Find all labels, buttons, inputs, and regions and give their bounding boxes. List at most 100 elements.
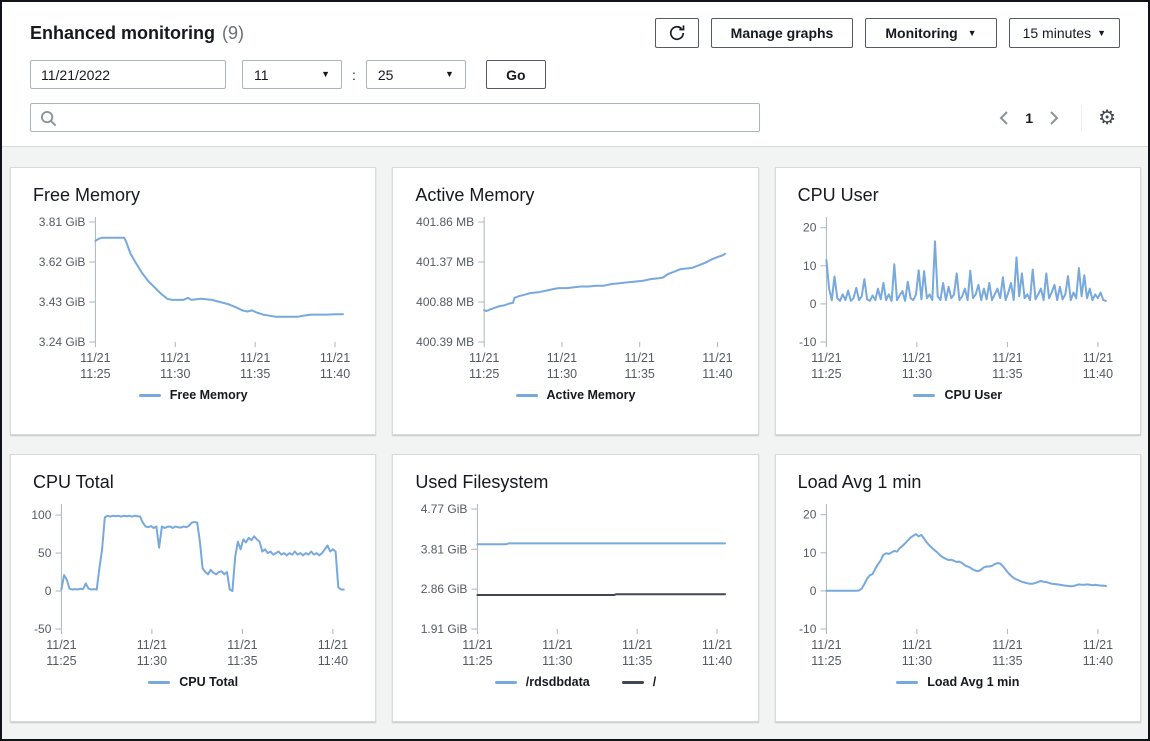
search-icon xyxy=(40,110,57,127)
svg-text:11:40: 11:40 xyxy=(320,367,350,381)
next-page-button[interactable] xyxy=(1041,106,1067,130)
legend-label: /rdsdbdata xyxy=(526,675,590,689)
svg-text:-10: -10 xyxy=(799,335,817,349)
legend-item: / xyxy=(622,675,656,689)
legend-label: Free Memory xyxy=(170,388,248,402)
svg-text:11/21: 11/21 xyxy=(901,638,931,652)
chart-title: Used Filesystem xyxy=(415,472,745,493)
monitoring-dropdown-button[interactable]: Monitoring ▼ xyxy=(865,18,996,48)
svg-text:3.81 GiB: 3.81 GiB xyxy=(39,215,86,229)
svg-text:11/21: 11/21 xyxy=(992,351,1022,365)
svg-text:11/21: 11/21 xyxy=(80,351,110,365)
svg-text:11:30: 11:30 xyxy=(547,367,577,381)
chart-canvas[interactable]: 3.81 GiB3.62 GiB3.43 GiB3.24 GiB11/2111:… xyxy=(23,214,363,384)
chart-card[interactable]: Used Filesystem 4.77 GiB 3.81 GiB 2.86 GiB… xyxy=(392,454,758,722)
svg-text:11/21: 11/21 xyxy=(901,351,931,365)
chart-card[interactable]: Active Memory 401.86 MB401.37 MB400.88 M… xyxy=(392,167,758,435)
svg-text:11:25: 11:25 xyxy=(469,367,499,381)
chart-canvas[interactable]: 20100-1011/2111:2511/2111:3011/2111:3511… xyxy=(788,501,1128,671)
legend-line-swatch xyxy=(495,681,517,684)
svg-text:401.37 MB: 401.37 MB xyxy=(416,255,474,269)
chevron-right-icon xyxy=(1049,110,1059,126)
time-separator: : xyxy=(352,67,356,83)
chart-canvas[interactable]: 4.77 GiB3.81 GiB2.86 GiB1.91 GiB11/2111:… xyxy=(405,501,745,671)
svg-text:11/21: 11/21 xyxy=(542,638,572,652)
svg-text:11/21: 11/21 xyxy=(463,638,493,652)
legend-item: CPU Total xyxy=(148,675,238,689)
legend-line-swatch xyxy=(896,681,918,684)
search-box xyxy=(30,103,760,132)
svg-text:11:35: 11:35 xyxy=(227,654,257,668)
svg-text:11:25: 11:25 xyxy=(46,654,76,668)
refresh-button[interactable] xyxy=(655,18,699,48)
legend-label: / xyxy=(653,675,656,689)
svg-text:400.39 MB: 400.39 MB xyxy=(416,335,474,349)
svg-text:50: 50 xyxy=(38,546,52,560)
minute-select[interactable]: 25 ▼ xyxy=(366,60,466,89)
svg-text:0: 0 xyxy=(809,584,816,598)
chart-legend: CPU User xyxy=(788,388,1128,402)
header: Enhanced monitoring (9) Manage graphs Mo… xyxy=(2,2,1148,147)
chart-legend: CPU Total xyxy=(23,675,363,689)
previous-page-button[interactable] xyxy=(991,106,1017,130)
svg-text:11/21: 11/21 xyxy=(622,638,652,652)
svg-text:11/21: 11/21 xyxy=(46,638,76,652)
caret-down-icon: ▼ xyxy=(1097,29,1106,38)
main-content: Free Memory 3.81 GiB3.62 GiB3.43 GiB3.24… xyxy=(2,147,1148,739)
legend-line-swatch xyxy=(913,394,935,397)
chart-card[interactable]: Load Avg 1 min 20100-1011/2111:2511/2111… xyxy=(775,454,1141,722)
svg-text:2.86 GiB: 2.86 GiB xyxy=(421,582,468,596)
svg-text:11:40: 11:40 xyxy=(1082,367,1112,381)
hour-select-value: 11 xyxy=(254,67,269,83)
date-input[interactable] xyxy=(30,60,226,89)
legend-label: CPU User xyxy=(944,388,1002,402)
go-button[interactable]: Go xyxy=(486,60,546,89)
svg-text:100: 100 xyxy=(31,508,51,522)
chart-card[interactable]: CPU Total 100 50 0 -50 11/21 11:25 11/21 11:30 1… xyxy=(10,454,376,722)
svg-text:11:25: 11:25 xyxy=(811,654,841,668)
chart-canvas[interactable]: 20100-1011/2111:2511/2111:3011/2111:3511… xyxy=(788,214,1128,384)
svg-text:11/21: 11/21 xyxy=(625,351,655,365)
hour-select[interactable]: 11 ▼ xyxy=(242,60,342,89)
legend-item: Active Memory xyxy=(516,388,636,402)
svg-text:11/21: 11/21 xyxy=(1082,638,1112,652)
charts-grid: Free Memory 3.81 GiB3.62 GiB3.43 GiB3.24… xyxy=(10,167,1141,722)
chart-canvas[interactable]: 100500-5011/2111:2511/2111:3011/2111:351… xyxy=(23,501,363,671)
header-actions: Manage graphs Monitoring ▼ 15 minutes ▼ xyxy=(655,18,1120,48)
caret-down-icon: ▼ xyxy=(445,70,454,79)
svg-text:11:30: 11:30 xyxy=(137,654,167,668)
gear-icon: ⚙ xyxy=(1098,107,1116,129)
svg-text:11/21: 11/21 xyxy=(703,351,733,365)
page-title: Enhanced monitoring xyxy=(30,23,215,44)
legend-line-swatch xyxy=(622,681,644,684)
chart-canvas[interactable]: 401.86 MB401.37 MB400.88 MB400.39 MB11/2… xyxy=(405,214,745,384)
svg-text:11/21: 11/21 xyxy=(320,351,350,365)
chart-legend: Active Memory xyxy=(405,388,745,402)
svg-text:11:30: 11:30 xyxy=(901,654,931,668)
svg-text:11/21: 11/21 xyxy=(227,638,257,652)
svg-text:11:35: 11:35 xyxy=(240,367,270,381)
svg-text:-50: -50 xyxy=(34,622,52,636)
svg-text:3.81 GiB: 3.81 GiB xyxy=(421,542,468,556)
svg-text:11/21: 11/21 xyxy=(811,351,841,365)
svg-text:11/21: 11/21 xyxy=(992,638,1022,652)
legend-line-swatch xyxy=(148,681,170,684)
manage-graphs-button[interactable]: Manage graphs xyxy=(711,18,854,48)
svg-text:4.77 GiB: 4.77 GiB xyxy=(421,502,468,516)
chevron-left-icon xyxy=(999,110,1009,126)
svg-text:11:35: 11:35 xyxy=(622,654,652,668)
chart-title: Free Memory xyxy=(33,185,363,206)
chart-card[interactable]: CPU User 20100-1011/2111:2511/2111:3011/… xyxy=(775,167,1141,435)
caret-down-icon: ▼ xyxy=(968,29,977,38)
svg-text:11:40: 11:40 xyxy=(702,654,732,668)
svg-text:11:35: 11:35 xyxy=(992,654,1022,668)
svg-text:10: 10 xyxy=(803,259,817,273)
chart-card[interactable]: Free Memory 3.81 GiB3.62 GiB3.43 GiB3.24… xyxy=(10,167,376,435)
svg-text:10: 10 xyxy=(803,546,817,560)
chart-title: CPU Total xyxy=(33,472,363,493)
svg-text:11:30: 11:30 xyxy=(160,367,190,381)
settings-button[interactable]: ⚙ xyxy=(1094,106,1120,130)
svg-text:0: 0 xyxy=(45,584,52,598)
search-input[interactable] xyxy=(31,104,759,131)
time-range-dropdown-button[interactable]: 15 minutes ▼ xyxy=(1009,18,1120,48)
